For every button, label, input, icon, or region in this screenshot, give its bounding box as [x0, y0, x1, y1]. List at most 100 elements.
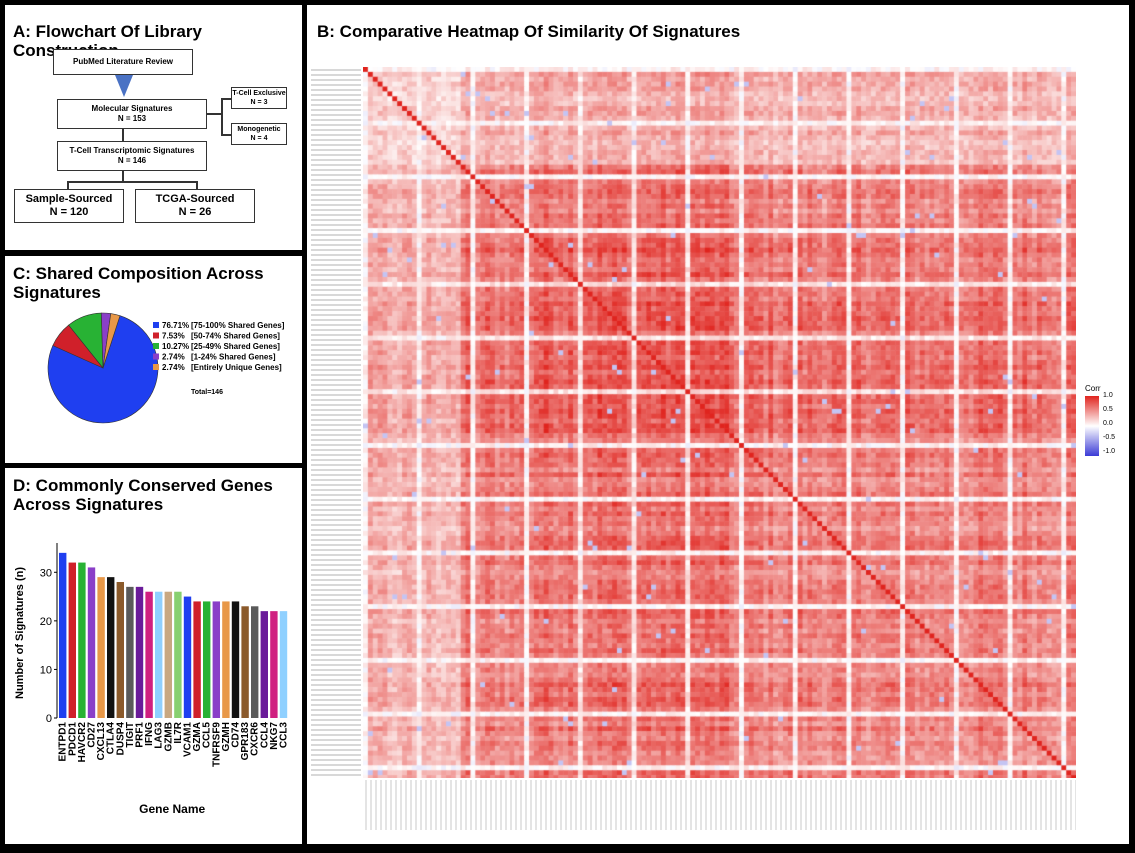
- y-tick-label: 20: [40, 616, 52, 628]
- x-tick-label: IFNG: [144, 722, 155, 746]
- x-tick-label: NKG7: [269, 722, 280, 750]
- legend-swatch: [153, 353, 159, 360]
- x-tick-label: TNFRSF9: [211, 722, 222, 767]
- legend-ticks: 1.0 0.5 0.0 -0.5 -1.0: [1103, 392, 1127, 462]
- tcga-sourced-label: TCGA-Sourced: [155, 193, 235, 205]
- legend-percent: 76.71%: [162, 321, 189, 330]
- x-tick-label: CCL4: [259, 722, 270, 749]
- legend-swatch: [153, 343, 159, 349]
- heatmap-canvas: [363, 67, 1076, 778]
- legend-colorbar: [1085, 396, 1099, 456]
- tcell-exclusive-count: N = 3: [250, 99, 268, 106]
- bar: [145, 591, 153, 718]
- panel-b-title: B: Comparative Heatmap Of Similarity Of …: [317, 22, 741, 41]
- legend-swatch: [153, 332, 159, 339]
- x-tick-label: GZMH: [221, 722, 232, 751]
- x-tick-label: GZMA: [192, 722, 203, 751]
- tcell-transcriptomic-label: T-Cell Transcriptomic Signatures: [69, 146, 195, 155]
- x-tick-label: CD74: [231, 722, 242, 748]
- x-tick-label: LAG3: [154, 722, 165, 749]
- legend-percent: 10.27%: [162, 342, 189, 351]
- bar: [126, 586, 134, 718]
- x-tick-label: GZMB: [163, 722, 174, 751]
- molecular-box: Molecular Signatures N = 153: [57, 99, 207, 129]
- bar: [260, 611, 268, 718]
- tcga-sourced-count: N = 26: [178, 206, 212, 218]
- x-tick-label: IL7R: [173, 721, 184, 743]
- legend-label: [50-74% Shared Genes]: [191, 332, 280, 341]
- panel-a: A: Flowchart Of Library Construction Pub…: [5, 5, 302, 250]
- panel-c: C: Shared Composition Across Signatures …: [5, 256, 302, 463]
- monogenetic-label: Monogenetic: [237, 126, 281, 133]
- connector: [221, 98, 223, 135]
- legend-tick-label: -0.5: [1103, 434, 1116, 441]
- y-tick-label: 0: [46, 713, 52, 725]
- x-tick-label: GPR183: [240, 722, 251, 761]
- legend-label: [Entirely Unique Genes]: [191, 363, 282, 372]
- monogenetic-box: Monogenetic N = 4: [231, 123, 287, 145]
- connector: [67, 181, 69, 189]
- bar: [97, 577, 105, 718]
- bar: [59, 552, 67, 718]
- tcell-transcriptomic-count: N = 146: [117, 156, 147, 165]
- pie-slice: [47, 315, 159, 424]
- connector: [122, 129, 124, 141]
- legend-swatch: [153, 364, 159, 370]
- x-tick-label: CCL5: [202, 722, 213, 749]
- y-tick-label: 10: [40, 664, 52, 676]
- legend-label: [1-24% Shared Genes]: [191, 353, 276, 362]
- bar: [183, 596, 192, 718]
- legend-tick-label: -1.0: [1103, 448, 1116, 455]
- x-tick-label: PDCD1: [67, 722, 78, 756]
- bar: [203, 601, 211, 718]
- panel-d-title-line2: Across Signatures: [13, 495, 164, 514]
- sample-sourced-label: Sample-Sourced: [25, 193, 113, 205]
- connector: [196, 181, 198, 189]
- panel-d: D: Commonly Conserved Genes Across Signa…: [5, 468, 302, 844]
- legend-percent: 2.74%: [162, 353, 185, 362]
- monogenetic-count: N = 4: [250, 135, 268, 142]
- pubmed-label: PubMed Literature Review: [72, 57, 174, 66]
- pie-slice: [102, 313, 121, 369]
- bar: [107, 577, 115, 718]
- legend-tick-label: 0.0: [1103, 420, 1113, 427]
- bar: [212, 601, 220, 718]
- panel-b: B: Comparative Heatmap Of Similarity Of …: [307, 5, 1129, 844]
- legend-swatch: [153, 322, 159, 328]
- bar: [87, 567, 96, 718]
- x-tick-label: HAVCR2: [77, 722, 88, 763]
- bar: [270, 611, 278, 718]
- bar: [241, 606, 249, 718]
- x-tick-label: VCAM1: [183, 722, 194, 757]
- legend-tick-label: 1.0: [1103, 392, 1113, 399]
- pie-chart: 76.71% [75-100% Shared Genes] 7.53% [50-74%…: [47, 312, 285, 424]
- bar: [251, 606, 259, 718]
- connector: [221, 134, 231, 136]
- x-axis-label: Gene Name: [139, 802, 205, 816]
- molecular-count: N = 153: [117, 114, 147, 123]
- bar: [279, 611, 288, 718]
- connector: [207, 113, 221, 115]
- pie-total: Total=146: [191, 389, 223, 396]
- bar: [222, 601, 230, 718]
- x-tick-label: CD27: [87, 722, 98, 748]
- x-tick-label: ENTPD1: [58, 722, 69, 762]
- molecular-label: Molecular Signatures: [91, 104, 173, 113]
- tcell-exclusive-box: T-Cell Exclusive N = 3: [231, 87, 287, 109]
- x-tick-label: CXCL13: [96, 722, 107, 761]
- legend-label: [75-100% Shared Genes]: [191, 321, 285, 330]
- bar: [231, 601, 240, 718]
- connector: [67, 181, 197, 183]
- bar: [68, 562, 76, 718]
- pubmed-box: PubMed Literature Review: [53, 49, 193, 75]
- x-tick-label: PRF1: [135, 722, 146, 748]
- connector: [221, 98, 231, 100]
- x-tick-label: CTLA4: [106, 722, 117, 755]
- legend-title: Corr: [1085, 384, 1101, 393]
- tcell-transcriptomic-box: T-Cell Transcriptomic Signatures N = 146: [57, 141, 207, 171]
- bar: [116, 582, 124, 718]
- panel-c-title-line2: Signatures: [13, 283, 101, 302]
- tcga-sourced-box: TCGA-Sourced N = 26: [135, 189, 255, 223]
- bar-chart: 0 10 20 30 Number of Signatures (n) ENTPD1PDC…: [14, 543, 290, 816]
- y-axis-label: Number of Signatures (n): [14, 567, 26, 699]
